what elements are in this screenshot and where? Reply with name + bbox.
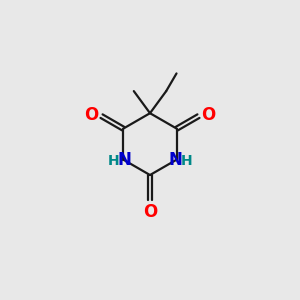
Text: O: O (143, 203, 157, 221)
Text: O: O (84, 106, 99, 124)
Text: H: H (108, 154, 120, 168)
Text: N: N (168, 151, 182, 169)
Text: O: O (201, 106, 216, 124)
Text: H: H (180, 154, 192, 168)
Text: N: N (118, 151, 132, 169)
